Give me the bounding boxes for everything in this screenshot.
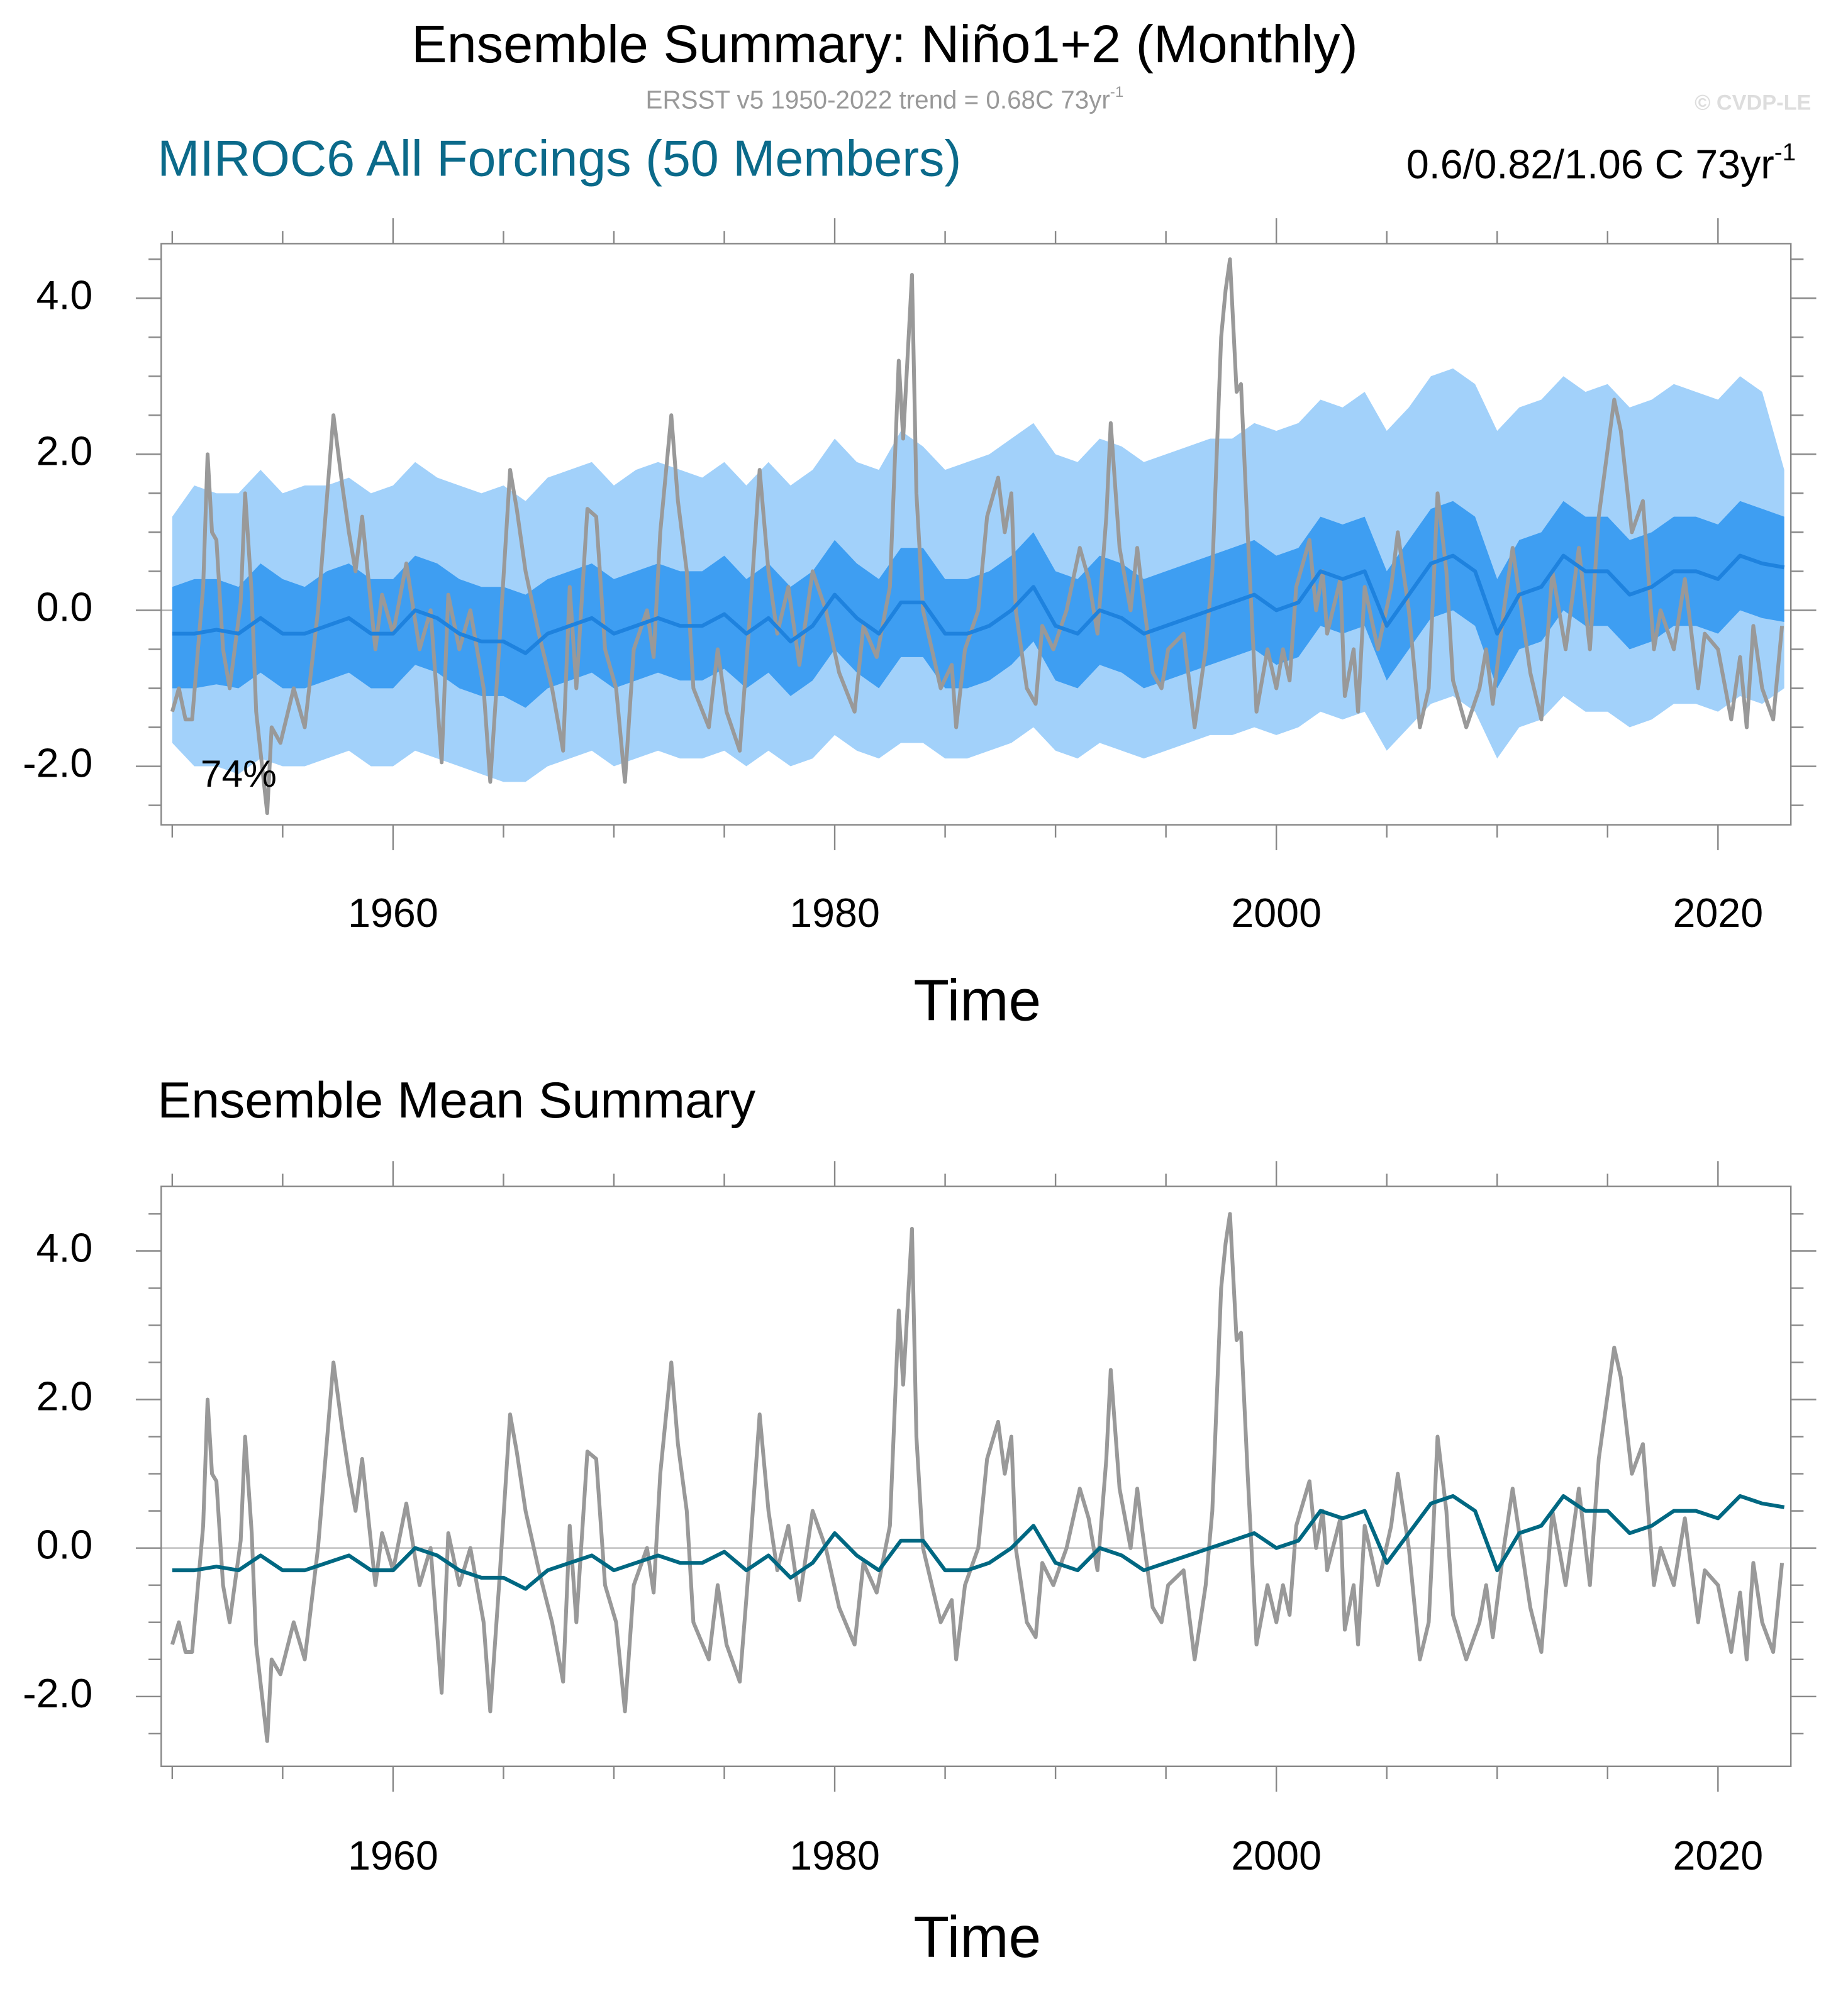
- plot-frame: [160, 243, 1792, 826]
- line: [170, 1212, 1784, 1743]
- x-tick-label: 1960: [348, 1833, 438, 1878]
- plot-area: [161, 1212, 1791, 1743]
- subtitle-text: ERSST v5 1950-2022 trend = 0.68C 73yr: [646, 85, 1110, 114]
- x-tick-label: 2020: [1673, 1833, 1764, 1878]
- x-tick-label: 1980: [789, 1833, 880, 1878]
- stats: 0.6/0.82/1.06 C 73yr-1: [1406, 139, 1796, 187]
- stats-text: 0.6/0.82/1.06 C 73yr: [1406, 141, 1774, 187]
- y-tick-label: 2.0: [36, 1374, 93, 1419]
- y-tick-label: 4.0: [36, 272, 93, 318]
- title: Ensemble Summary: Niño1+2 (Monthly): [411, 14, 1358, 74]
- subtitle: ERSST v5 1950-2022 trend = 0.68C 73yr-1: [646, 84, 1124, 114]
- stats-superscript: -1: [1774, 139, 1796, 166]
- y-tick-label: -2.0: [23, 1671, 92, 1716]
- chart: 1960 1980 2000 2020 -2.0 0.0 2.0 4.0 Time Ensembl…: [23, 1072, 1817, 1970]
- line: [172, 1494, 1785, 1591]
- y-tick-label: -2.0: [23, 741, 92, 786]
- panel-title: MIROC6 All Forcings (50 Members): [157, 131, 961, 187]
- x-tick-label: 2000: [1231, 1833, 1322, 1878]
- watermark: © CVDP-LE: [1695, 91, 1811, 115]
- y-tick-label: 2.0: [36, 428, 93, 474]
- annotation: 74%: [201, 752, 277, 795]
- panel-title: Ensemble Mean Summary: [157, 1072, 756, 1129]
- plot-area: [161, 257, 1791, 815]
- x-tick-label: 2020: [1673, 890, 1764, 936]
- x-tick-label: 2000: [1231, 890, 1322, 936]
- x-tick-label: 1980: [789, 890, 880, 936]
- chart: 1960 1980 2000 2020 -2.0 0.0 2.0 4.0 Time Ensembl…: [23, 14, 1817, 1033]
- x-axis-title: Time: [913, 1904, 1041, 1970]
- subtitle-superscript: -1: [1110, 84, 1124, 101]
- y-tick-label: 0.0: [36, 584, 93, 629]
- line: [170, 257, 1784, 815]
- line: [172, 553, 1785, 655]
- x-tick-label: 1960: [348, 890, 438, 936]
- x-axis-title: Time: [913, 968, 1041, 1033]
- y-tick-label: 0.0: [36, 1522, 93, 1568]
- plot-frame: [160, 1185, 1792, 1767]
- y-tick-label: 4.0: [36, 1225, 93, 1270]
